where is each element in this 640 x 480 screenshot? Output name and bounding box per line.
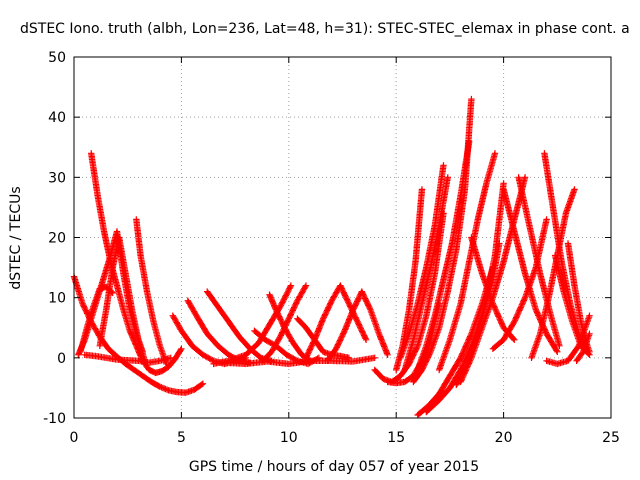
series-7 — [133, 216, 170, 368]
y-tick-label: 30 — [48, 170, 66, 186]
series-6-markers — [96, 234, 149, 364]
data-points — [70, 95, 593, 419]
series-22 — [397, 162, 447, 361]
x-tick-label: 0 — [70, 430, 79, 446]
series-25 — [410, 95, 475, 386]
series-25-markers — [410, 95, 475, 386]
series-34-markers — [515, 174, 563, 349]
y-tick-label: 10 — [48, 291, 66, 307]
series-22-markers — [397, 162, 447, 361]
y-tick-label: 20 — [48, 231, 66, 247]
grid-lines — [74, 57, 611, 418]
x-axis-label: GPS time / hours of day 057 of year 2015 — [189, 459, 479, 475]
x-tick-label: 15 — [387, 430, 405, 446]
x-tick-label: 5 — [177, 430, 186, 446]
series-10-markers — [204, 288, 275, 364]
y-tick-label: 0 — [57, 351, 66, 367]
y-tick-label: 50 — [48, 50, 66, 66]
series-7-markers — [133, 216, 170, 368]
series-6 — [96, 234, 149, 364]
y-tick-label: 40 — [48, 110, 66, 126]
x-tick-label: 20 — [495, 430, 513, 446]
x-tick-label: 10 — [280, 430, 298, 446]
series-5-markers — [81, 351, 174, 366]
series-5 — [81, 351, 174, 366]
series-40-markers — [573, 330, 593, 364]
series-39-markers — [543, 312, 593, 368]
series-18-markers — [221, 354, 378, 368]
series-39 — [543, 312, 593, 368]
series-40 — [573, 330, 593, 364]
y-axis-label: dSTEC / TECUs — [8, 186, 24, 289]
series-34 — [515, 174, 563, 349]
series-18 — [221, 354, 378, 368]
series-23-markers — [401, 174, 451, 374]
chart-title: dSTEC Iono. truth (albh, Lon=236, Lat=48… — [20, 21, 630, 37]
series-10 — [204, 288, 275, 364]
y-tick-label: -10 — [43, 411, 66, 427]
x-tick-label: 25 — [602, 430, 620, 446]
series-23 — [401, 174, 451, 374]
